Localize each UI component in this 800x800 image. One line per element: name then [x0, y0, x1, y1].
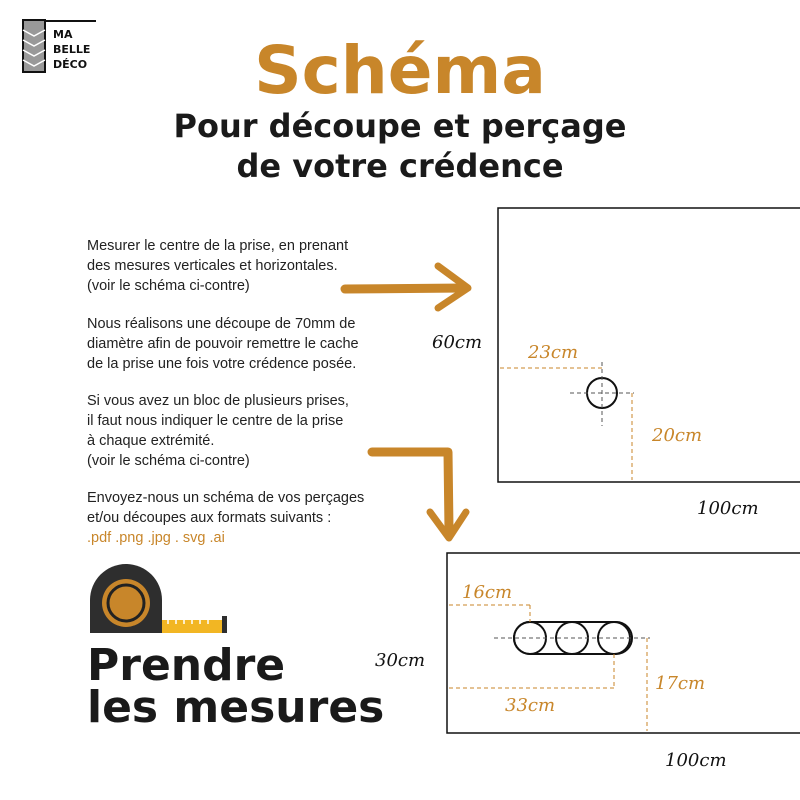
file-formats: .pdf .png .jpg . svg .ai [87, 530, 225, 546]
footer-heading: les mesures [87, 682, 384, 733]
instruction-text: il faut nous indiquer le centre de la pr… [87, 413, 343, 429]
width-label: 100cm [665, 750, 727, 771]
horizontal-offset-label: 23cm [527, 342, 578, 363]
logo: MA BELLE DÉCO [22, 19, 96, 73]
instructions: Mesurer le centre de la prise, en prenan… [87, 238, 364, 546]
instruction-text: et/ou découpes aux formats suivants : [87, 510, 331, 526]
height-label: 60cm [432, 332, 482, 353]
height-label: 30cm [375, 650, 425, 671]
instruction-text: Si vous avez un bloc de plusieurs prises… [87, 393, 349, 409]
diagram-single-outlet: 60cm 23cm 20cm 100cm [432, 207, 800, 519]
instruction-text: des mesures verticales et horizontales. [87, 258, 338, 274]
instruction-text: de la prise une fois votre crédence posé… [87, 356, 356, 372]
instruction-text: diamètre afin de pouvoir remettre le cac… [87, 336, 359, 352]
last-offset-label: 33cm [505, 695, 555, 716]
logo-line: MA [53, 28, 73, 41]
arrow-down-icon [367, 447, 470, 542]
instruction-text: Envoyez-nous un schéma de vos perçages [87, 490, 364, 506]
arrow-right-icon [340, 262, 472, 312]
logo-line: DÉCO [53, 58, 87, 71]
subtitle: Pour découpe et perçage [174, 107, 627, 145]
vertical-offset-label: 20cm [651, 425, 702, 446]
tape-measure-icon [90, 564, 227, 633]
instruction-text: Nous réalisons une découpe de 70mm de [87, 316, 355, 332]
vertical-offset-label: 17cm [655, 673, 705, 694]
diagram-outlet-block: 30cm 16cm 33cm 17cm 100cm [375, 552, 800, 771]
subtitle: de votre crédence [236, 147, 563, 185]
instruction-text: (voir le schéma ci-contre) [87, 278, 250, 294]
instruction-text: Mesurer le centre de la prise, en prenan… [87, 238, 348, 254]
footer-heading: Prendre [87, 640, 285, 691]
first-offset-label: 16cm [462, 582, 512, 603]
logo-line: BELLE [53, 43, 90, 56]
instruction-text: à chaque extrémité. [87, 433, 214, 449]
page-title: Schéma [254, 32, 546, 109]
width-label: 100cm [697, 498, 759, 519]
instruction-text: (voir le schéma ci-contre) [87, 453, 250, 469]
